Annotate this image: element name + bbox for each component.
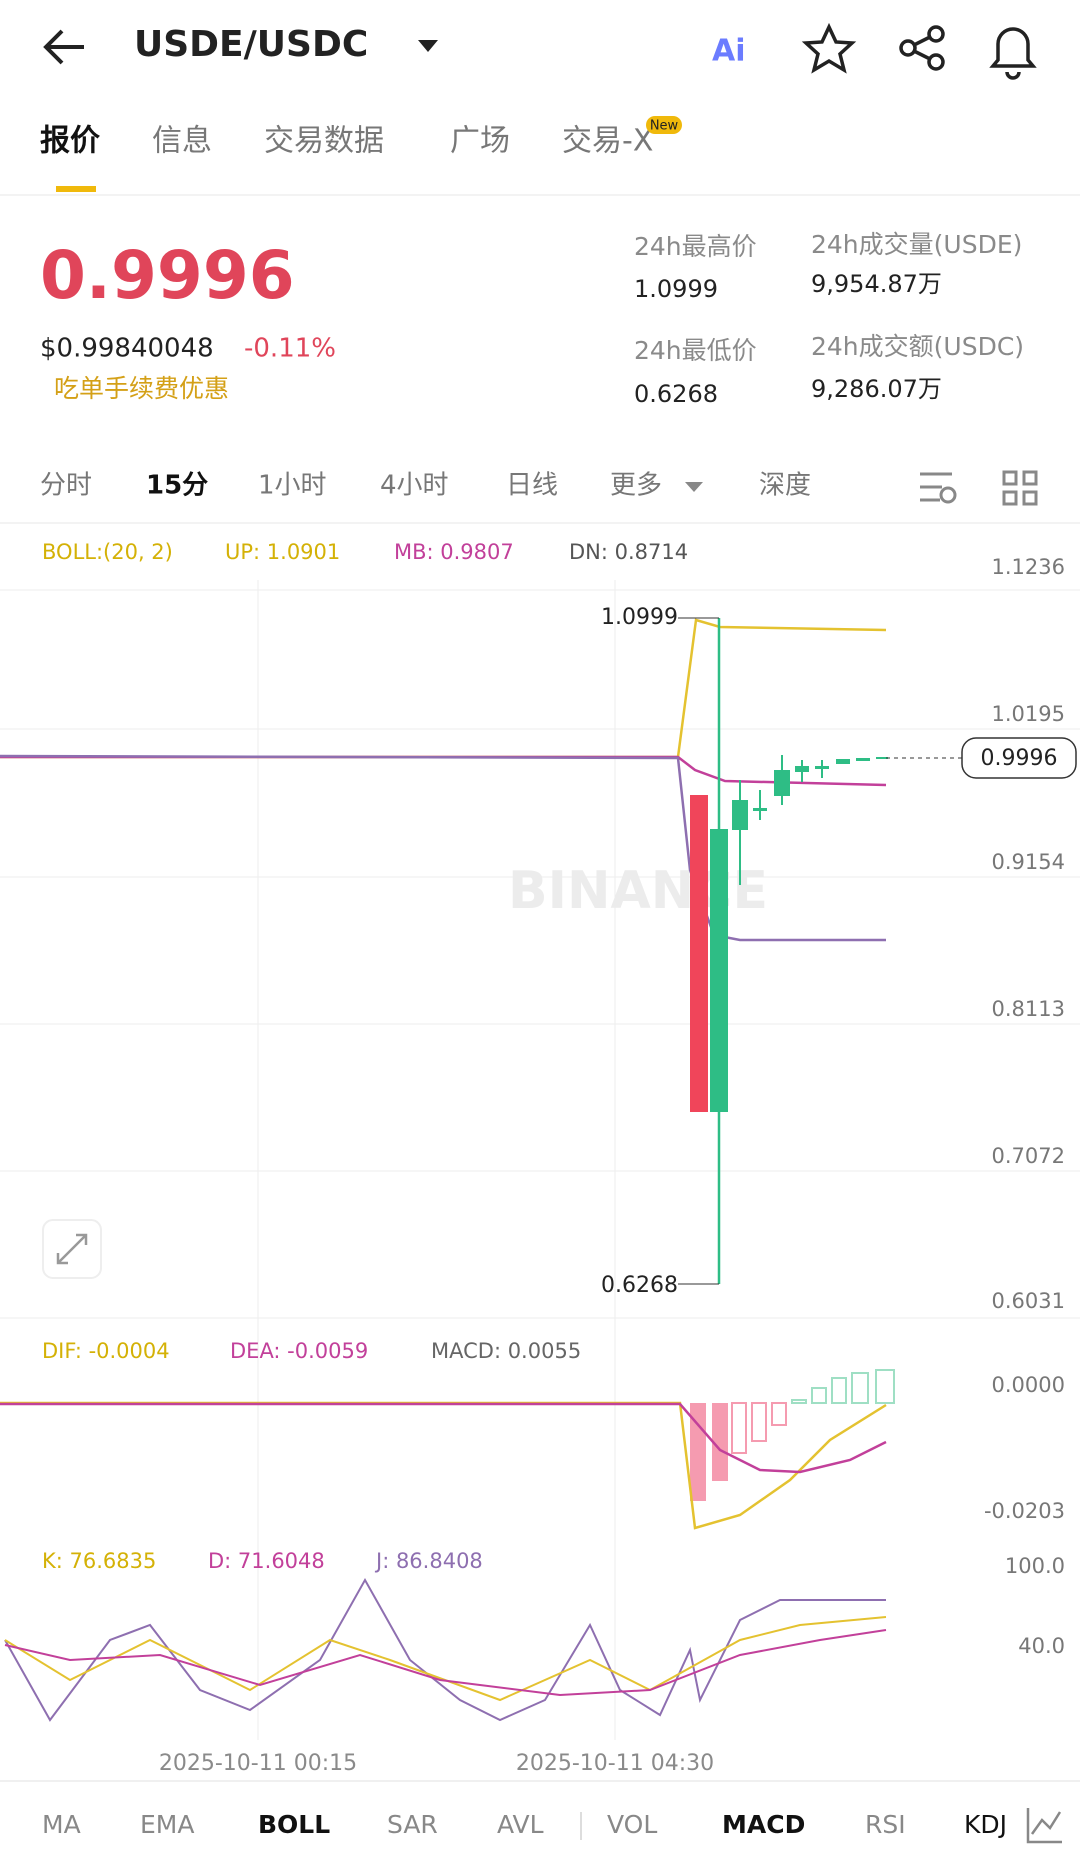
macd-dea: DEA: -0.0059 [230, 1339, 368, 1363]
stat-label: 24h成交量(USDE) [811, 230, 1022, 259]
stat-value: 9,954.87万 [811, 270, 942, 298]
tab[interactable]: 报价 [40, 124, 100, 159]
macd-dif: DIF: -0.0004 [42, 1339, 170, 1363]
back-button[interactable] [43, 29, 84, 65]
interval[interactable]: 1小时 [258, 471, 327, 501]
tab[interactable]: 交易-X [562, 124, 653, 159]
separator [0, 194, 1080, 196]
time-label: 2025-10-11 04:30 [516, 1751, 714, 1776]
macd-histogram [690, 1369, 895, 1501]
interval[interactable]: 深度 [759, 471, 811, 501]
indicator-tab[interactable]: MA [42, 1810, 81, 1839]
stat-label: 24h最低价 [634, 336, 757, 365]
boll-up: UP: 1.0901 [225, 540, 340, 564]
boll-dn: DN: 0.8714 [569, 540, 688, 564]
indicator-tab[interactable]: EMA [140, 1810, 194, 1839]
share-icon[interactable] [899, 25, 945, 71]
usd-price: $0.99840048 [40, 334, 214, 364]
stat-label: 24h最高价 [634, 232, 757, 261]
indicator-tab[interactable]: AVL [497, 1810, 544, 1839]
y-tick-label: 1.1236 [992, 555, 1065, 579]
interval[interactable]: 更多 [610, 471, 662, 501]
high-label: 1.0999 [601, 605, 678, 630]
y-tick-label: 40.0 [1018, 1634, 1065, 1658]
fee-promo[interactable]: 吃单手续费优惠 [54, 374, 229, 403]
new-badge: New [650, 119, 679, 134]
last-price-tag: 0.9996 [981, 746, 1058, 771]
y-tick-label: -0.0203 [984, 1499, 1065, 1523]
tab[interactable]: 广场 [450, 124, 510, 159]
time-label: 2025-10-11 00:15 [159, 1751, 357, 1776]
kdj-d-line [4, 1629, 887, 1697]
candles [690, 618, 888, 1284]
stat-value: 0.6268 [634, 380, 718, 408]
interval[interactable]: 分时 [40, 471, 92, 501]
boll-label: BOLL:(20, 2) [42, 540, 173, 564]
y-tick-label: 0.8113 [992, 997, 1065, 1021]
macd-value: MACD: 0.0055 [431, 1339, 581, 1363]
indicator-tab[interactable]: MACD [722, 1810, 805, 1839]
stat-value: 1.0999 [634, 275, 718, 303]
indicator-tab[interactable]: RSI [865, 1810, 906, 1839]
boll-upper [0, 618, 887, 759]
boll-middle [0, 755, 887, 787]
y-tick-label: 0.0000 [992, 1373, 1065, 1397]
y-tick-label: 0.6031 [992, 1289, 1065, 1313]
pair-title[interactable]: USDE/USDC [134, 24, 368, 65]
pair-caret[interactable] [418, 40, 438, 52]
alert-icon[interactable] [989, 27, 1037, 80]
indicator-tab[interactable]: VOL [607, 1810, 657, 1839]
indicator-tab[interactable]: SAR [387, 1810, 438, 1839]
ai-button[interactable]: Ai [712, 34, 746, 69]
low-label: 0.6268 [601, 1273, 678, 1298]
interval[interactable]: 日线 [506, 471, 558, 501]
y-tick-label: 1.0195 [992, 702, 1065, 726]
y-tick-label: 0.7072 [992, 1144, 1065, 1168]
y-tick-label: 0.9154 [992, 850, 1065, 874]
last-price: 0.9996 [40, 237, 295, 314]
stat-label: 24h成交额(USDC) [811, 332, 1024, 361]
more-caret[interactable] [685, 482, 703, 492]
kdj-j-line [4, 1577, 886, 1722]
interval[interactable]: 15分 [146, 471, 208, 501]
dea-line [0, 1402, 887, 1474]
fullscreen-icon[interactable] [56, 1233, 88, 1265]
boll-mb: MB: 0.9807 [394, 540, 514, 564]
watermark: BINANCE [508, 861, 768, 921]
tab[interactable]: 信息 [152, 124, 212, 159]
indicator-settings-icon[interactable] [1026, 1808, 1062, 1844]
favorite-icon[interactable] [801, 22, 857, 74]
tab-indicator [56, 186, 96, 192]
separator [0, 522, 1080, 524]
last-price-box [961, 737, 1077, 779]
grid [0, 580, 1080, 1740]
separator [0, 1780, 1080, 1782]
tab[interactable]: 交易数据 [264, 124, 384, 159]
new-badge-bg [646, 116, 682, 134]
indicator-tab[interactable]: BOLL [258, 1810, 330, 1839]
y-tick-label: 100.0 [1005, 1554, 1065, 1578]
layout-icon[interactable] [1002, 470, 1038, 506]
interval[interactable]: 4小时 [380, 471, 449, 501]
stat-value: 9,286.07万 [811, 375, 942, 403]
indicator-tab[interactable]: KDJ [964, 1810, 1007, 1839]
kdj-d: D: 71.6048 [208, 1549, 325, 1573]
price-change: -0.11% [244, 334, 336, 364]
chart-settings-icon[interactable] [920, 472, 957, 504]
kdj-j: J: 86.8408 [374, 1549, 483, 1573]
kdj-k: K: 76.6835 [42, 1549, 156, 1573]
